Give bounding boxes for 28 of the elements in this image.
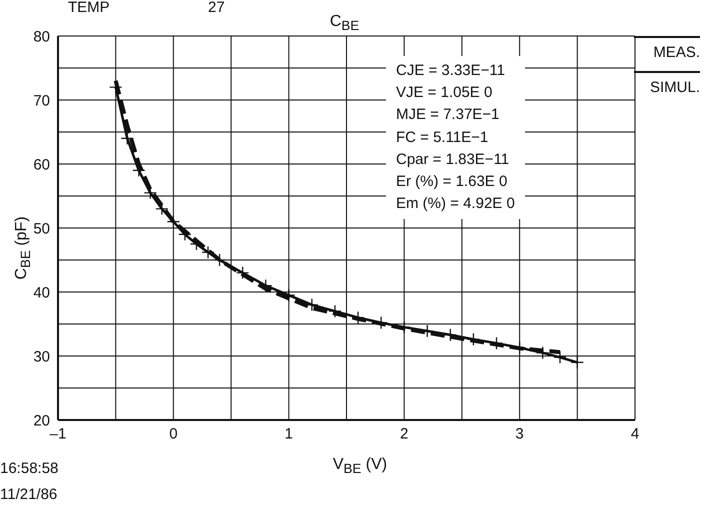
annotation: MJE = 7.37E−1 [396,105,500,126]
x-tick-label: 4 [630,426,640,443]
chart-title: C$_{BE}$ [330,13,360,34]
text: 27 [208,0,225,16]
y-tick-label: 80 [33,28,50,46]
annotation: Er (%) = 1.63E 0 [396,172,508,192]
annotation: Em (%) = 4.92E 0 [396,194,515,214]
y-tick-label: 30 [33,348,50,366]
annotation: Cpar = 1.83E−11 [396,150,510,170]
x-tick-label: 0 [169,426,178,443]
x-axis-title: V$_{BE}$ (V) [332,456,388,476]
x-tick-label: 2 [400,426,408,443]
legend-label: SIMUL. [634,71,700,106]
annotation: FC = 5.11E−1 [396,128,490,148]
legend-label: MEAS. [634,36,700,71]
text: TEMP [68,0,110,16]
x-tick-label: 3 [515,426,524,443]
y-tick-label: 20 [33,412,50,430]
y-tick-label: 70 [33,92,50,110]
text: 11/21/86 [0,486,58,503]
annotation: CJE = 3.33E−11 [396,61,506,81]
text: 16:58:58 [0,460,58,477]
x-tick-label: 1 [284,426,293,443]
y-tick-label: 40 [33,284,50,302]
annotation: VJE = 1.05E 0 [396,83,494,104]
y-tick-label: 60 [33,156,50,174]
x-tick-label: –1 [50,426,66,443]
y-tick-label: 50 [33,220,50,238]
